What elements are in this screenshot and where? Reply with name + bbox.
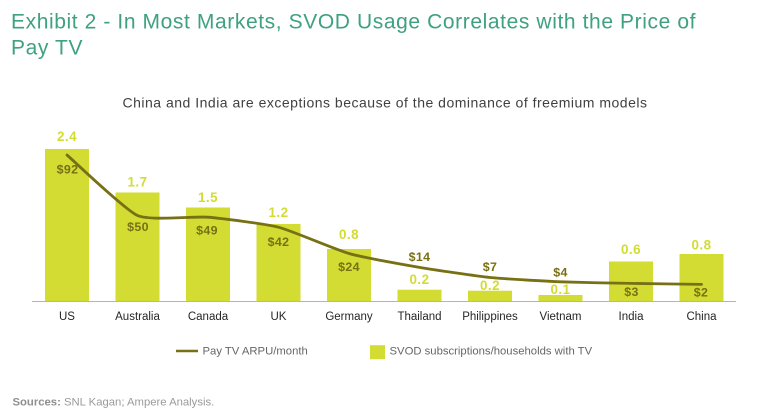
- svg-text:0.2: 0.2: [480, 278, 500, 293]
- svg-text:0.1: 0.1: [550, 282, 570, 297]
- svg-text:0.6: 0.6: [621, 242, 641, 257]
- svg-text:$14: $14: [409, 250, 431, 264]
- svg-text:SVOD subscriptions/households: SVOD subscriptions/households with TV: [390, 346, 593, 358]
- svg-text:$49: $49: [196, 223, 218, 237]
- svg-text:Germany: Germany: [325, 311, 373, 323]
- svg-text:1.7: 1.7: [127, 175, 147, 190]
- svg-text:1.2: 1.2: [268, 205, 288, 220]
- svg-text:Philippines: Philippines: [462, 311, 518, 323]
- svg-text:$4: $4: [553, 266, 568, 280]
- svg-text:$50: $50: [127, 220, 149, 234]
- svg-text:0.8: 0.8: [339, 227, 359, 242]
- svg-text:US: US: [59, 311, 75, 323]
- svg-text:$3: $3: [624, 285, 639, 299]
- svg-text:$24: $24: [338, 260, 360, 274]
- svg-text:1.5: 1.5: [198, 190, 218, 205]
- svg-text:0.2: 0.2: [409, 272, 429, 287]
- svg-text:China: China: [686, 311, 717, 323]
- svg-text:Vietnam: Vietnam: [540, 311, 582, 323]
- svg-text:Sources: SNL Kagan; Ampere Ana: Sources: SNL Kagan; Ampere Analysis.: [13, 397, 215, 409]
- svg-text:China and India are exceptions: China and India are exceptions because o…: [123, 94, 648, 110]
- svg-text:Thailand: Thailand: [397, 311, 441, 323]
- svg-text:Australia: Australia: [115, 311, 160, 323]
- svg-text:Pay TV ARPU/month: Pay TV ARPU/month: [203, 346, 308, 358]
- svg-text:Canada: Canada: [188, 311, 229, 323]
- svg-text:$7: $7: [483, 260, 498, 274]
- svg-text:Pay TV: Pay TV: [11, 36, 83, 59]
- svg-text:India: India: [619, 311, 645, 323]
- svg-text:$2: $2: [694, 285, 709, 299]
- svg-text:$42: $42: [268, 235, 290, 249]
- svg-text:2.4: 2.4: [57, 129, 77, 144]
- svg-text:UK: UK: [271, 311, 287, 323]
- svg-text:Exhibit 2 - In Most Markets, S: Exhibit 2 - In Most Markets, SVOD Usage …: [11, 10, 696, 33]
- svg-text:$92: $92: [57, 162, 79, 176]
- svg-text:0.8: 0.8: [691, 238, 711, 253]
